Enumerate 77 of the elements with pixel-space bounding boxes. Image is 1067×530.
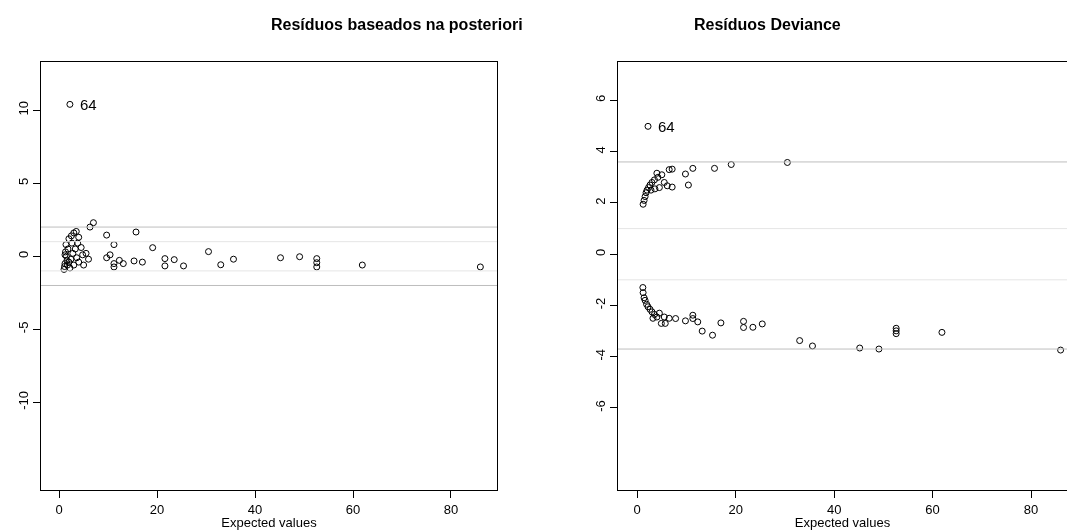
point (66, 100, 74, 108)
point (61, 248, 69, 256)
point (170, 256, 178, 264)
point (313, 255, 321, 263)
point (66, 264, 74, 272)
y-tick-label: 0 (592, 248, 608, 256)
y-tick-label: -2 (592, 297, 608, 310)
point (161, 255, 169, 263)
point (79, 251, 87, 259)
x-axis-title: Expected values (221, 515, 318, 530)
point (65, 235, 73, 243)
point (70, 261, 78, 269)
point (115, 256, 123, 264)
x-tick-label: 80 (443, 501, 459, 517)
chart-title: Resíduos baseados na posteriori (271, 16, 523, 33)
y-tick-label: 5 (15, 177, 31, 185)
point (77, 244, 85, 252)
point (138, 258, 146, 266)
point (103, 231, 111, 239)
point (229, 255, 237, 263)
annotation: 64 (658, 118, 675, 135)
point (132, 228, 140, 236)
point (75, 258, 83, 266)
point (67, 255, 75, 263)
y-tick-label: -4 (592, 349, 608, 361)
x-tick-label: 40 (826, 501, 842, 517)
x-tick-label: 60 (345, 501, 361, 517)
point (86, 223, 94, 231)
point (89, 219, 97, 227)
point (73, 254, 81, 262)
point (75, 233, 83, 241)
annotation: 64 (80, 96, 97, 113)
x-tick-label: 80 (1023, 501, 1039, 517)
point (277, 254, 285, 262)
y-tick-label: -10 (15, 391, 31, 410)
x-tick-label: 60 (925, 501, 940, 517)
point (64, 245, 72, 253)
point (106, 251, 114, 259)
point (119, 260, 127, 268)
x-tick-label: 0 (55, 501, 63, 517)
x-tick-label: 20 (728, 501, 743, 517)
chart-title: Resíduos Deviance (694, 16, 841, 33)
point (296, 253, 304, 261)
point (476, 263, 484, 271)
x-axis-title: Expected values (794, 515, 891, 530)
point (149, 244, 157, 252)
point (85, 255, 93, 263)
point (313, 263, 321, 271)
point (110, 241, 118, 249)
y-tick-label: 10 (15, 101, 31, 116)
y-tick-label: 4 (592, 146, 608, 154)
point (313, 259, 321, 267)
y-tick-label: 2 (592, 197, 608, 205)
point (74, 239, 82, 247)
x-tick-label: 40 (247, 501, 263, 517)
point (110, 260, 118, 268)
point (217, 261, 225, 269)
point (180, 262, 188, 270)
point (130, 257, 138, 265)
point (103, 254, 111, 262)
y-tick-label: 6 (592, 94, 608, 103)
point (82, 249, 90, 257)
point (69, 249, 77, 257)
point (62, 241, 70, 249)
y-tick-label: 0 (15, 250, 31, 258)
point (161, 262, 169, 270)
x-tick-label: 20 (149, 501, 165, 517)
point (358, 261, 366, 269)
y-tick-label: -6 (592, 400, 608, 412)
point (67, 232, 75, 240)
point (71, 245, 79, 253)
x-tick-label: 0 (633, 501, 641, 517)
point (110, 263, 118, 271)
point (80, 261, 88, 269)
point (205, 248, 213, 256)
point (68, 239, 76, 247)
y-tick-label: -5 (15, 321, 31, 334)
